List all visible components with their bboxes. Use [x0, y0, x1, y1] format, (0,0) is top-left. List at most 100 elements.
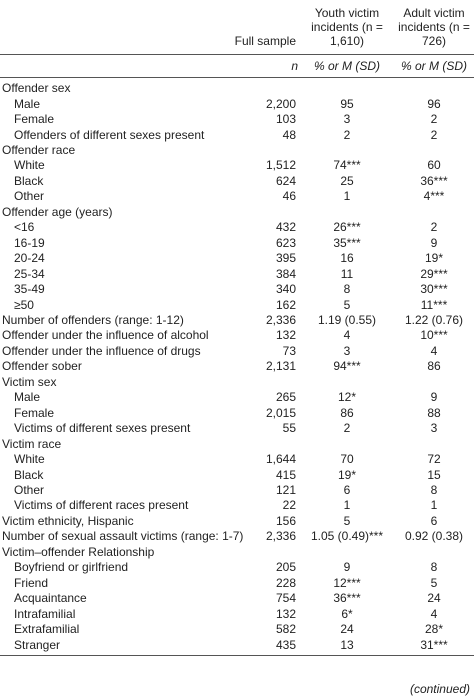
empty-cell [394, 545, 474, 560]
header-cell: Full sample [224, 0, 300, 55]
row-label: 25-34 [14, 266, 45, 281]
cell-value: 9 [430, 235, 438, 250]
row-label: Female [14, 405, 55, 420]
row-label: Black [14, 173, 44, 188]
cell-value: 2 [430, 220, 438, 235]
cell-value: 28* [424, 622, 444, 637]
cell-value: 1 [343, 498, 351, 513]
cell-value: 26*** [333, 220, 361, 235]
table-row: ≥50 162 5 11*** [0, 297, 474, 312]
cell-value: 31*** [394, 637, 474, 656]
table-row: Offender race [0, 143, 474, 158]
table-row: Victims of different sexes present 55 2 3 [0, 421, 474, 436]
cell-value: 30*** [420, 282, 448, 297]
cell-value: 156 [275, 513, 296, 528]
row-label: Offender race [2, 143, 76, 158]
cell-value: 5 [343, 513, 351, 528]
row-label: Offender sex [2, 81, 71, 96]
subheader-cell: n [224, 54, 300, 78]
table-row: Male 265 12* 9 [0, 390, 474, 405]
row-label: Male [14, 96, 41, 111]
cell-value: 582 [275, 622, 296, 637]
cell-value: 24 [427, 591, 441, 606]
cell-value: 340 [275, 282, 296, 297]
table-row: 16-19 623 35*** 9 [0, 236, 474, 251]
cell-value: 1,512 [265, 158, 296, 173]
cell-value: 12* [337, 390, 357, 405]
cell-value: 11*** [420, 297, 448, 312]
table-row: Offenders of different sexes present 48 2 2 [0, 127, 474, 142]
empty-cell [300, 375, 394, 390]
row-label: Boyfriend or girlfriend [14, 560, 129, 575]
cell-value: 228 [275, 575, 296, 590]
cell-value: 15 [427, 467, 441, 482]
cell-value: 94*** [333, 359, 361, 374]
cell-value: 3 [343, 112, 351, 127]
empty-cell [394, 205, 474, 220]
continued-note: (continued) [409, 682, 470, 696]
cell-value: 103 [275, 112, 296, 127]
header-cell: Youth victim incidents (n = 1,610) [300, 0, 394, 55]
header-cell: Adult victim incidents (n = 726) [394, 0, 474, 55]
table-row: Other 46 1 4*** [0, 189, 474, 204]
data-table: Full sample Youth victim incidents (n = … [0, 0, 474, 656]
cell-value: 2 [343, 421, 351, 436]
cell-value: 1 [430, 498, 438, 513]
cell-value: 2,336 [265, 529, 296, 544]
cell-value: 25 [340, 173, 354, 188]
cell-value: 29*** [420, 266, 448, 281]
table-row: Female 103 3 2 [0, 112, 474, 127]
table-row: Black 415 19* 15 [0, 467, 474, 482]
table-row: Victim ethnicity, Hispanic 156 5 6 [0, 514, 474, 529]
cell-value: 415 [275, 467, 296, 482]
row-label: Offender under the influence of drugs [2, 343, 201, 358]
row-label: Friend [14, 575, 49, 590]
row-label: Female [14, 112, 55, 127]
subheader-cell: % or M (SD) [300, 54, 394, 78]
empty-cell [224, 436, 300, 451]
row-label: 16-19 [14, 235, 45, 250]
table-row: Number of sexual assault victims (range:… [0, 529, 474, 544]
cell-value: 6 [343, 483, 351, 497]
cell-value: 9 [343, 560, 351, 575]
cell-value: 1,644 [265, 452, 296, 467]
row-label: Extrafamilial [14, 622, 80, 637]
subheader-cell: % or M (SD) [394, 54, 474, 78]
cell-value: 432 [275, 220, 296, 235]
table-row: White 1,644 70 72 [0, 452, 474, 467]
table-row: 20-24 395 16 19* [0, 251, 474, 266]
cell-value: 624 [275, 173, 296, 188]
cell-value: 36*** [333, 591, 361, 606]
cell-value: 435 [224, 637, 300, 656]
table-row: White 1,512 74*** 60 [0, 158, 474, 173]
cell-value: 35*** [333, 235, 361, 250]
cell-value: 88 [427, 405, 441, 420]
cell-value: 86 [427, 359, 441, 374]
table-row: Victim sex [0, 375, 474, 390]
row-label: Number of sexual assault victims (range:… [2, 529, 244, 544]
cell-value: 86 [340, 405, 354, 420]
cell-value: 48 [282, 127, 296, 142]
cell-value: 60 [427, 158, 441, 173]
cell-value: 19* [424, 251, 444, 266]
empty-cell [394, 436, 474, 451]
cell-value: 384 [275, 266, 296, 281]
cell-value: 0.92 (0.38) [404, 529, 464, 544]
row-label: <16 [14, 220, 35, 235]
cell-value: 96 [427, 96, 441, 111]
row-label: Victims of different races present [14, 498, 189, 513]
cell-value: 16 [340, 251, 354, 266]
row-label: Acquaintance [14, 591, 87, 606]
cell-value: 205 [275, 560, 296, 575]
cell-value: 121 [275, 483, 296, 497]
cell-value: 8 [430, 483, 438, 497]
table-row: Male 2,200 95 96 [0, 96, 474, 111]
empty-cell [300, 205, 394, 220]
empty-cell [224, 205, 300, 220]
cell-value: 24 [340, 622, 354, 637]
empty-cell [224, 375, 300, 390]
row-label: Offender under the influence of alcohol [2, 328, 209, 343]
cell-value: 4 [430, 606, 438, 621]
table-row: Intrafamilial 132 6* 4 [0, 606, 474, 621]
